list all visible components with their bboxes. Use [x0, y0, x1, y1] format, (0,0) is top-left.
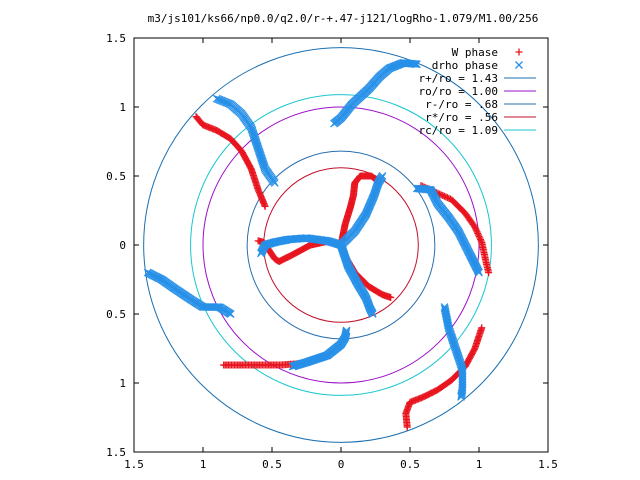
w-phase-point: [478, 324, 486, 332]
drho-phase-point: [342, 326, 351, 335]
w-phase-point: [387, 293, 395, 301]
w-phase-point: [477, 236, 485, 244]
legend-label: r+/ro = 1.43: [419, 72, 498, 85]
y-tick-label: 1: [119, 101, 126, 114]
x-tick-label: 0.5: [262, 458, 282, 471]
x-tick-label: 1.5: [538, 458, 558, 471]
legend-label: drho phase: [432, 59, 498, 72]
w-phase-point: [475, 232, 483, 240]
drho-phase-point: [368, 310, 377, 318]
y-tick-label: 0: [119, 239, 126, 252]
x-tick-label: 0: [338, 458, 345, 471]
x-tick-label: 0.5: [400, 458, 420, 471]
drho-phase-point: [457, 389, 466, 398]
w-phase-point: [485, 269, 493, 277]
drho-phase-point: [212, 94, 221, 103]
y-tick-label: 0.5: [106, 308, 126, 321]
w-phase-point: [192, 113, 200, 121]
w-phase-point: [254, 237, 262, 245]
w-phase-point: [439, 192, 447, 200]
y-tick-label: 1: [119, 377, 126, 390]
legend-marker: [515, 48, 523, 56]
drho-phase-point: [410, 59, 419, 68]
w-phase-point: [473, 228, 481, 236]
w-phase-point: [474, 229, 482, 237]
y-tick-label: 1.5: [106, 32, 126, 45]
drho-phase-point: [411, 60, 420, 69]
drho-phase-point: [226, 310, 235, 318]
chart-title: m3/js101/ks66/np0.0/q2.0/r-+.47-j121/log…: [148, 12, 539, 25]
drho-phase-point: [412, 60, 421, 69]
legend-label: ro/ro = 1.00: [419, 85, 498, 98]
w-phase-point: [437, 191, 445, 199]
y-tick-label: 1.5: [106, 446, 126, 459]
drho-phase-point: [457, 392, 466, 401]
legend-label: W phase: [452, 46, 498, 59]
w-phase-point: [471, 223, 479, 231]
circle-0: [143, 47, 539, 443]
w-phase-point: [472, 225, 480, 233]
legend-label: r-/ro = .68: [425, 98, 498, 111]
w-phase-point: [443, 194, 451, 202]
drho-phase-point: [443, 320, 452, 328]
w-phase-point: [440, 192, 448, 200]
legend-label: r*/ro = .56: [425, 111, 498, 124]
legend-marker: [515, 61, 523, 69]
w-phase-point: [476, 234, 484, 242]
w-phase-point: [442, 193, 450, 201]
x-tick-label: 1: [200, 458, 207, 471]
w-phase-point: [472, 226, 480, 234]
w-phase-point: [193, 114, 201, 122]
y-tick-label: 0.5: [106, 170, 126, 183]
x-tick-label: 1: [476, 458, 483, 471]
drho-phase-point: [378, 172, 387, 180]
w-phase-point: [474, 231, 482, 239]
x-tick-label: 1.5: [124, 458, 144, 471]
legend-label: rc/ro = 1.09: [419, 124, 498, 137]
drho-phase-point: [475, 268, 483, 277]
drho-phase-point: [457, 391, 466, 400]
drho-phase-point: [257, 249, 265, 258]
circle-4: [190, 94, 492, 396]
